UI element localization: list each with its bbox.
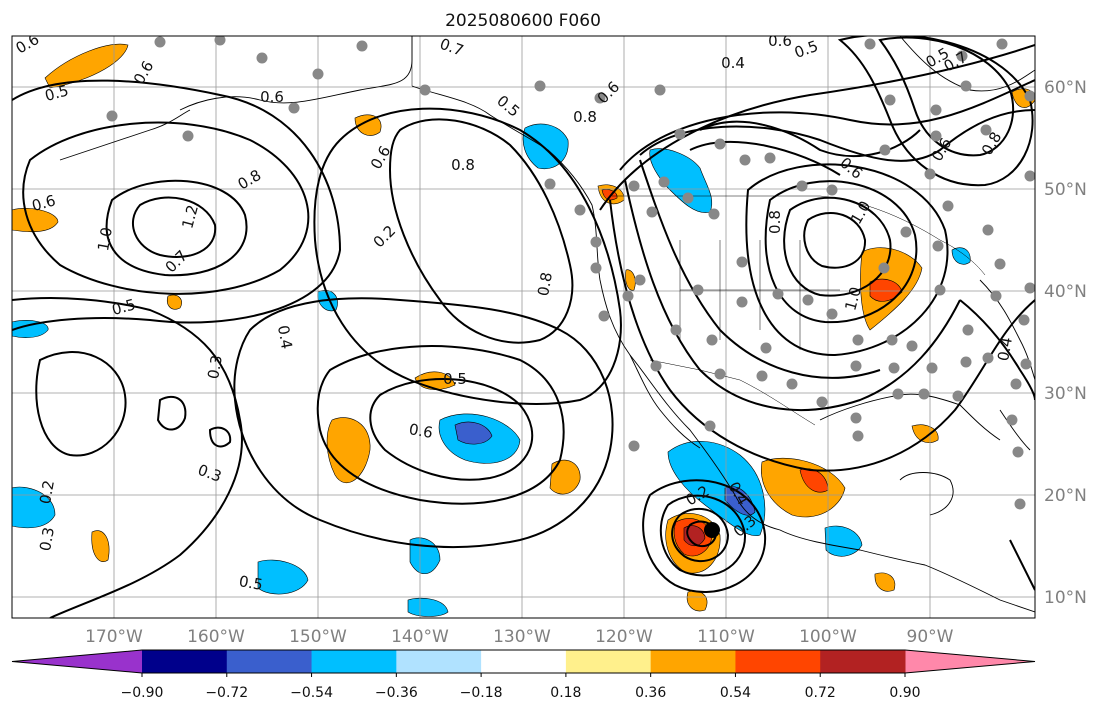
contour-layer — [12, 36, 1035, 618]
shade-orange-west-edge — [12, 208, 59, 233]
lat-tick-label: 30°N — [1044, 384, 1087, 404]
map-panel: 0.60.50.60.7 0.6 0.50.40.6 0.50.70.50.80.60… — [11, 32, 1036, 619]
colorbar-tick-label: 0.90 — [889, 685, 920, 701]
shade-blue-south-3 — [407, 597, 449, 617]
colorbar-tick-label: 0.72 — [805, 685, 836, 701]
coast-alaska-panhandle — [411, 85, 549, 151]
shade-blue-south-1 — [257, 559, 309, 595]
contour-label: 0.8 — [766, 210, 784, 234]
colorbar-segment — [565, 650, 652, 673]
storm-center-marker — [704, 522, 720, 538]
colorbar-tick-label: −0.90 — [121, 685, 164, 701]
border-us-mexico — [649, 359, 816, 426]
contour-label: 0.3 — [204, 354, 226, 381]
shade-blue-great-lakes — [951, 247, 971, 265]
contour-storm-inner — [686, 520, 718, 548]
shade-orange-small-2 — [625, 269, 636, 291]
contour-label: 0.5 — [110, 295, 138, 319]
lat-tick-label: 10°N — [1044, 588, 1087, 608]
contour-label: 0.8 — [534, 271, 556, 298]
colorbar: −0.90 −0.72 −0.54 −0.36 −0.18 0.18 0.36 0.54 0.7… — [11, 649, 1036, 701]
map-frame — [11, 35, 1036, 619]
coast-florida — [999, 409, 1031, 451]
shade-orange-gulf — [911, 424, 939, 443]
shade-orange-mid-south — [549, 459, 581, 495]
contour-label: 0.5 — [43, 81, 71, 105]
colorbar-extend-low — [12, 650, 142, 673]
colorbar-segment — [396, 650, 482, 673]
colorbar-tick-label: −0.36 — [375, 685, 418, 701]
colorbar-tick-label: −0.18 — [460, 685, 503, 701]
longitude-labels: 170°W 160°W 150°W 140°W 130°W 120°W 110°W 100°W… — [85, 627, 954, 647]
colorbar-tick-label: 0.54 — [720, 685, 751, 701]
contour-label: 0.4 — [274, 324, 296, 351]
shade-orange-south-2 — [874, 572, 896, 592]
colorbar-segment — [481, 650, 567, 673]
lon-tick-label: 90°W — [907, 627, 954, 647]
contour-label: 0.6 — [30, 191, 58, 215]
shade-darkred-storm — [683, 525, 706, 547]
coast-alaska — [179, 36, 413, 111]
contour-label: 0.5 — [238, 572, 265, 594]
contour-label: 1.0 — [841, 285, 865, 313]
lon-tick-label: 140°W — [391, 627, 449, 647]
lat-tick-label: 20°N — [1044, 486, 1087, 506]
contour-label: 0.3 — [36, 526, 58, 553]
contour-low-plains — [803, 211, 867, 269]
coast-west-na — [547, 149, 1035, 613]
contour-label: 0.8 — [573, 108, 597, 126]
colorbar-tick-label: −0.54 — [290, 685, 333, 701]
coast-aleutians — [59, 109, 191, 161]
shade-orange-mid-north — [354, 114, 382, 136]
lat-tick-label: 40°N — [1044, 282, 1087, 302]
colorbar-segment — [311, 650, 397, 673]
shade-orange-southwest — [91, 530, 110, 562]
lon-tick-label: 100°W — [799, 627, 857, 647]
colorbar-segment — [650, 650, 736, 673]
lon-tick-label: 120°W — [595, 627, 653, 647]
lat-tick-label: 60°N — [1044, 78, 1087, 98]
figure-title: 2025080600 F060 — [445, 11, 601, 31]
lon-tick-label: 160°W — [187, 627, 245, 647]
border-state-1 — [679, 240, 840, 350]
colorbar-tick-label: −0.72 — [205, 685, 248, 701]
colorbar-segment — [820, 650, 906, 673]
coast-yucatan — [899, 472, 954, 516]
shade-darkblue-baja — [724, 486, 756, 516]
colorbar-tick-label: 0.36 — [635, 685, 666, 701]
coast-hudson — [899, 36, 1035, 92]
contour-label: 0.6 — [408, 420, 435, 442]
contour-label: 0.7 — [437, 35, 466, 60]
contour-label: 1.0 — [94, 226, 116, 253]
contour-label: 0.6 — [260, 88, 284, 106]
lat-tick-label: 50°N — [1044, 180, 1087, 200]
shade-red-plains — [869, 278, 903, 302]
contour-low-mid-pacific — [131, 196, 217, 258]
lon-tick-label: 150°W — [289, 627, 347, 647]
contour-label: 0.8 — [451, 156, 475, 174]
coast-baja — [629, 354, 701, 449]
colorbar-tick-label: 0.18 — [550, 685, 581, 701]
colorbar-segment — [226, 650, 313, 673]
shade-blue-southwest — [12, 486, 56, 529]
graticule — [12, 36, 1035, 618]
contour-label: 0.6 — [768, 32, 792, 50]
colorbar-segment — [735, 650, 821, 673]
shade-darkblue-central — [454, 421, 493, 445]
station-dots — [106, 36, 1035, 510]
shade-blue-west-edge — [12, 320, 49, 338]
contour-label: 0.4 — [721, 54, 745, 72]
contour-label: 0.4 — [994, 336, 1016, 363]
lon-tick-label: 130°W — [493, 627, 551, 647]
lon-tick-label: 170°W — [85, 627, 143, 647]
contour-label: 0.5 — [443, 370, 467, 388]
lon-tick-label: 110°W — [697, 627, 755, 647]
colorbar-segment — [142, 650, 228, 673]
contour-label: 1.2 — [178, 203, 202, 231]
latitude-labels: 60°N 50°N 40°N 30°N 20°N 10°N — [1044, 78, 1087, 608]
shade-orange-small-1 — [167, 294, 182, 310]
colorbar-extend-high — [905, 650, 1035, 673]
contour-label: 0.2 — [36, 479, 58, 506]
